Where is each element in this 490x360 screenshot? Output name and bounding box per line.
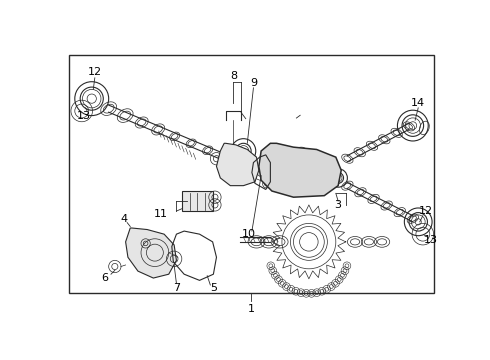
Polygon shape xyxy=(217,143,259,186)
Text: 6: 6 xyxy=(101,273,108,283)
Text: 13: 13 xyxy=(423,235,438,244)
Text: 13: 13 xyxy=(77,111,91,121)
Text: 3: 3 xyxy=(335,200,342,210)
Text: 12: 12 xyxy=(419,206,433,216)
Text: 4: 4 xyxy=(121,214,127,224)
Text: 11: 11 xyxy=(154,209,168,219)
Bar xyxy=(69,55,434,293)
Polygon shape xyxy=(259,143,341,197)
Text: 12: 12 xyxy=(88,67,102,77)
Text: 8: 8 xyxy=(230,71,237,81)
Text: 14: 14 xyxy=(411,98,425,108)
Text: 7: 7 xyxy=(173,283,180,293)
Text: 9: 9 xyxy=(250,78,257,88)
Text: 1: 1 xyxy=(247,304,255,314)
Text: 5: 5 xyxy=(210,283,217,293)
Polygon shape xyxy=(125,228,176,278)
Text: 10: 10 xyxy=(242,229,256,239)
Polygon shape xyxy=(182,191,213,211)
